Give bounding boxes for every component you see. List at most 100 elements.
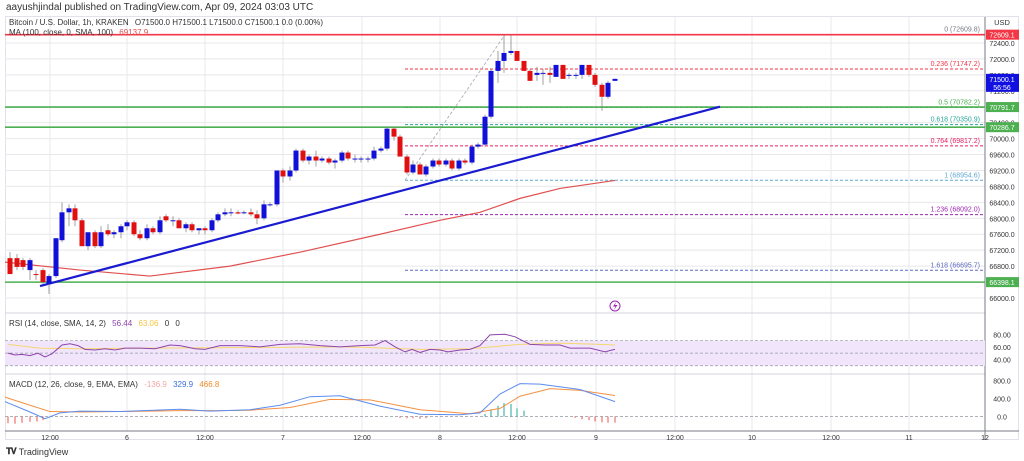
candle: [202, 226, 208, 235]
candle-body: [475, 144, 481, 147]
candle: [300, 148, 306, 163]
price-tag: [986, 102, 1019, 113]
candle: [176, 218, 182, 229]
candle: [287, 166, 293, 181]
candle-body: [326, 158, 332, 163]
candle: [157, 216, 163, 235]
candle: [371, 146, 377, 161]
candle-body: [33, 274, 39, 276]
candle: [508, 35, 514, 55]
candle: [111, 230, 117, 239]
candle: [33, 270, 39, 281]
bullish-trendline[interactable]: [39, 105, 721, 288]
price-tick-label: 67200.0: [989, 248, 1014, 255]
price-tick-label: 72400.0: [989, 41, 1014, 48]
candle-body: [7, 258, 13, 275]
price-tick-label: 68800.0: [989, 184, 1014, 191]
candle: [92, 230, 98, 249]
candle-body: [293, 150, 299, 171]
price-tag-label: 71500.1: [989, 77, 1014, 84]
time-tick-label: 12:00: [41, 435, 59, 442]
candle-body: [27, 260, 33, 271]
symbol-label: Bitcoin / U.S. Dollar, 1h, KRAKEN: [9, 18, 129, 27]
ma-label: MA (100, close, 0, SMA, 100): [9, 28, 114, 37]
candle-body: [202, 228, 208, 231]
candle-body: [40, 270, 46, 283]
time-tick-label: 12:00: [666, 435, 684, 442]
candle: [423, 164, 429, 177]
symbol-legend: Bitcoin / U.S. Dollar, 1h, KRAKEN O71500…: [9, 18, 327, 27]
candle: [495, 50, 501, 83]
rsi-tick-label: 60.00: [993, 345, 1011, 352]
candle-body: [313, 156, 319, 161]
price-tick-label: 69600.0: [989, 153, 1014, 160]
candle-body: [534, 72, 540, 75]
candle-body: [209, 220, 215, 231]
candle-body: [267, 204, 273, 206]
candle-body: [345, 152, 351, 159]
candle: [612, 78, 618, 81]
time-tick-label: 9: [594, 435, 598, 442]
candle: [560, 64, 566, 79]
macd-hist-value: -136.9: [144, 380, 167, 389]
rsi-tick-label: 80.00: [993, 332, 1011, 339]
candle: [241, 210, 247, 215]
price-tick-label: 68400.0: [989, 200, 1014, 207]
time-tick-label: 12:00: [196, 435, 214, 442]
candle-body: [612, 78, 618, 81]
candle: [365, 156, 371, 163]
candle-body: [189, 224, 195, 231]
candle: [14, 254, 20, 271]
candle-body: [599, 84, 605, 97]
fib-level-label: 0.618 (70350.9): [931, 117, 980, 124]
fib-level-label: 0.236 (71747.2): [931, 61, 980, 68]
candle-body: [365, 158, 371, 160]
macd-tick-label: 800.0: [993, 379, 1011, 386]
candle: [98, 226, 104, 249]
candle-body: [170, 220, 176, 222]
candle-body: [118, 226, 124, 233]
candle-body: [352, 158, 358, 160]
candle: [449, 158, 455, 171]
macd-tick-label: 0.0: [997, 415, 1007, 422]
candle: [66, 204, 72, 227]
candle: [553, 64, 559, 77]
candle: [144, 224, 150, 241]
price-tick-label: 66000.0: [989, 296, 1014, 303]
tradingview-logo[interactable]: 𝐓𝐕 TradingView: [6, 446, 68, 457]
candle-body: [280, 170, 286, 177]
candle-body: [163, 216, 169, 221]
candle-body: [605, 82, 611, 97]
candle-body: [560, 64, 566, 79]
fib-level-label: 0.5 (70782.2): [938, 99, 980, 106]
candle: [586, 64, 592, 77]
candle: [540, 68, 546, 85]
macd-signal-value: 466.8: [199, 380, 220, 389]
candle: [235, 210, 241, 215]
price-tick-label: 67600.0: [989, 232, 1014, 239]
candle-body: [514, 50, 520, 61]
price-tag: [986, 29, 1019, 40]
fib-level-label: 1.236 (68092.0): [931, 207, 980, 214]
time-tick-label: 10: [748, 435, 756, 442]
rsi-value: 56.44: [112, 319, 133, 328]
candle-body: [98, 232, 104, 247]
tradingview-logo-icon: 𝐓𝐕: [6, 446, 17, 456]
candle: [222, 208, 228, 217]
candle: [566, 72, 572, 79]
price-tag-label: 72609.1: [989, 33, 1014, 40]
fib-level-label: 1 (68954.6): [944, 172, 980, 179]
candle: [475, 142, 481, 149]
alert-lightning-icon[interactable]: [609, 300, 621, 312]
price-tick-label: 66800.0: [989, 264, 1014, 271]
candle: [280, 168, 286, 183]
candle-body: [46, 276, 52, 285]
candle-body: [430, 160, 436, 167]
currency-label: USD: [994, 18, 1010, 27]
rsi-extra-1: 0: [164, 319, 170, 328]
candle-body: [124, 222, 130, 227]
candle: [410, 160, 416, 175]
candle-body: [183, 224, 189, 229]
candle: [404, 154, 410, 175]
